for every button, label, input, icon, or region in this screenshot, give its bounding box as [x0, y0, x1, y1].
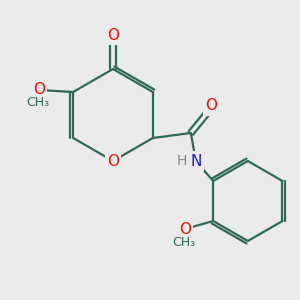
Text: CH₃: CH₃ [172, 236, 196, 250]
Text: N: N [190, 154, 202, 169]
Text: H: H [177, 154, 187, 168]
Text: O: O [179, 221, 191, 236]
Text: O: O [205, 98, 217, 113]
Text: O: O [33, 82, 45, 98]
Text: O: O [107, 28, 119, 43]
Text: CH₃: CH₃ [27, 97, 50, 110]
Text: O: O [107, 154, 119, 169]
